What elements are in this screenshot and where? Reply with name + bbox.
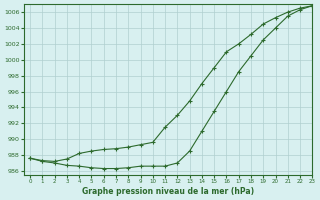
X-axis label: Graphe pression niveau de la mer (hPa): Graphe pression niveau de la mer (hPa) <box>82 187 254 196</box>
